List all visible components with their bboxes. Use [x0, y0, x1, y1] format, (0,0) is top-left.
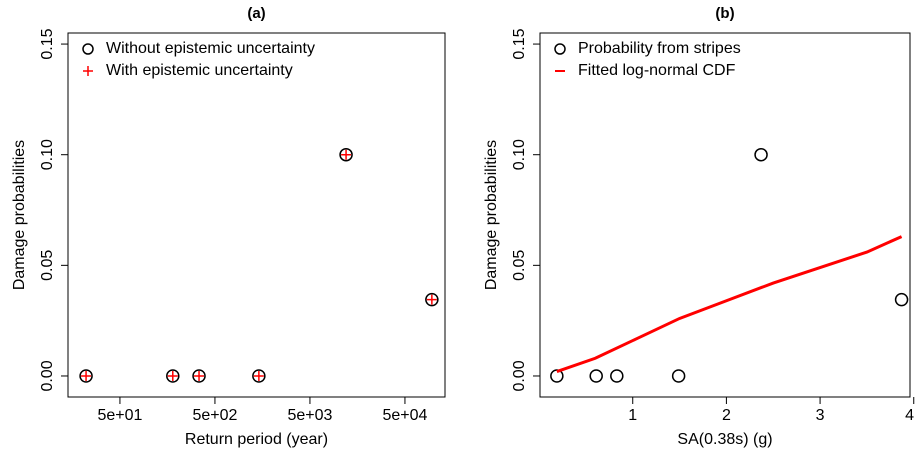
x-tick-label: 4	[905, 407, 914, 424]
point	[894, 292, 909, 307]
y-tick-label: 0.15	[511, 28, 528, 59]
point	[671, 369, 686, 383]
point	[589, 369, 603, 383]
point	[81, 370, 92, 381]
point	[253, 370, 264, 381]
plot-frame	[67, 32, 446, 398]
x-tick-label: 5e+03	[287, 407, 332, 424]
y-axis-label: Damage probabilities	[11, 140, 28, 290]
point	[166, 369, 180, 383]
x-tick-label: 2	[722, 407, 731, 424]
x-axis-label: SA(0.38s) (g)	[677, 431, 772, 448]
point	[425, 292, 439, 307]
point	[339, 147, 353, 162]
point	[754, 147, 768, 162]
y-tick-label: 0.05	[511, 250, 528, 281]
y-axis-label: Damage probabilities	[483, 140, 500, 290]
plot-frame	[539, 32, 911, 398]
x-axis-label: Return period (year)	[185, 431, 328, 448]
x-tick-label: 3	[816, 407, 825, 424]
line	[556, 235, 903, 373]
x-tick-label: 5e+04	[382, 407, 427, 424]
point	[192, 369, 206, 383]
y-tick-label: 0.00	[511, 360, 528, 391]
y-tick-label: 0.05	[39, 250, 56, 281]
point	[79, 369, 93, 383]
x-tick-label: 5e+01	[97, 407, 142, 424]
legend-swatch	[554, 43, 566, 55]
point	[194, 370, 205, 381]
legend-swatch	[83, 66, 93, 76]
point	[341, 149, 352, 160]
legend-label: Without epistemic uncertainty	[106, 40, 315, 57]
legend-label: Fitted log-normal CDF	[578, 62, 736, 79]
chart-title: (b)	[715, 5, 734, 22]
legend-label: With epistemic uncertainty	[106, 62, 293, 79]
chart-title: (a)	[247, 5, 265, 22]
point	[252, 369, 266, 383]
y-tick-label: 0.00	[39, 360, 56, 391]
y-tick-label: 0.10	[39, 139, 56, 170]
x-tick-label: 5e+02	[192, 407, 237, 424]
point	[167, 370, 178, 381]
x-tick-label: 1	[628, 407, 637, 424]
legend-swatch	[82, 43, 94, 55]
y-tick-label: 0.15	[39, 28, 56, 59]
y-tick-label: 0.10	[511, 139, 528, 170]
point	[426, 294, 437, 305]
legend-label: Probability from stripes	[578, 40, 741, 57]
point	[550, 369, 564, 383]
point	[610, 369, 624, 383]
